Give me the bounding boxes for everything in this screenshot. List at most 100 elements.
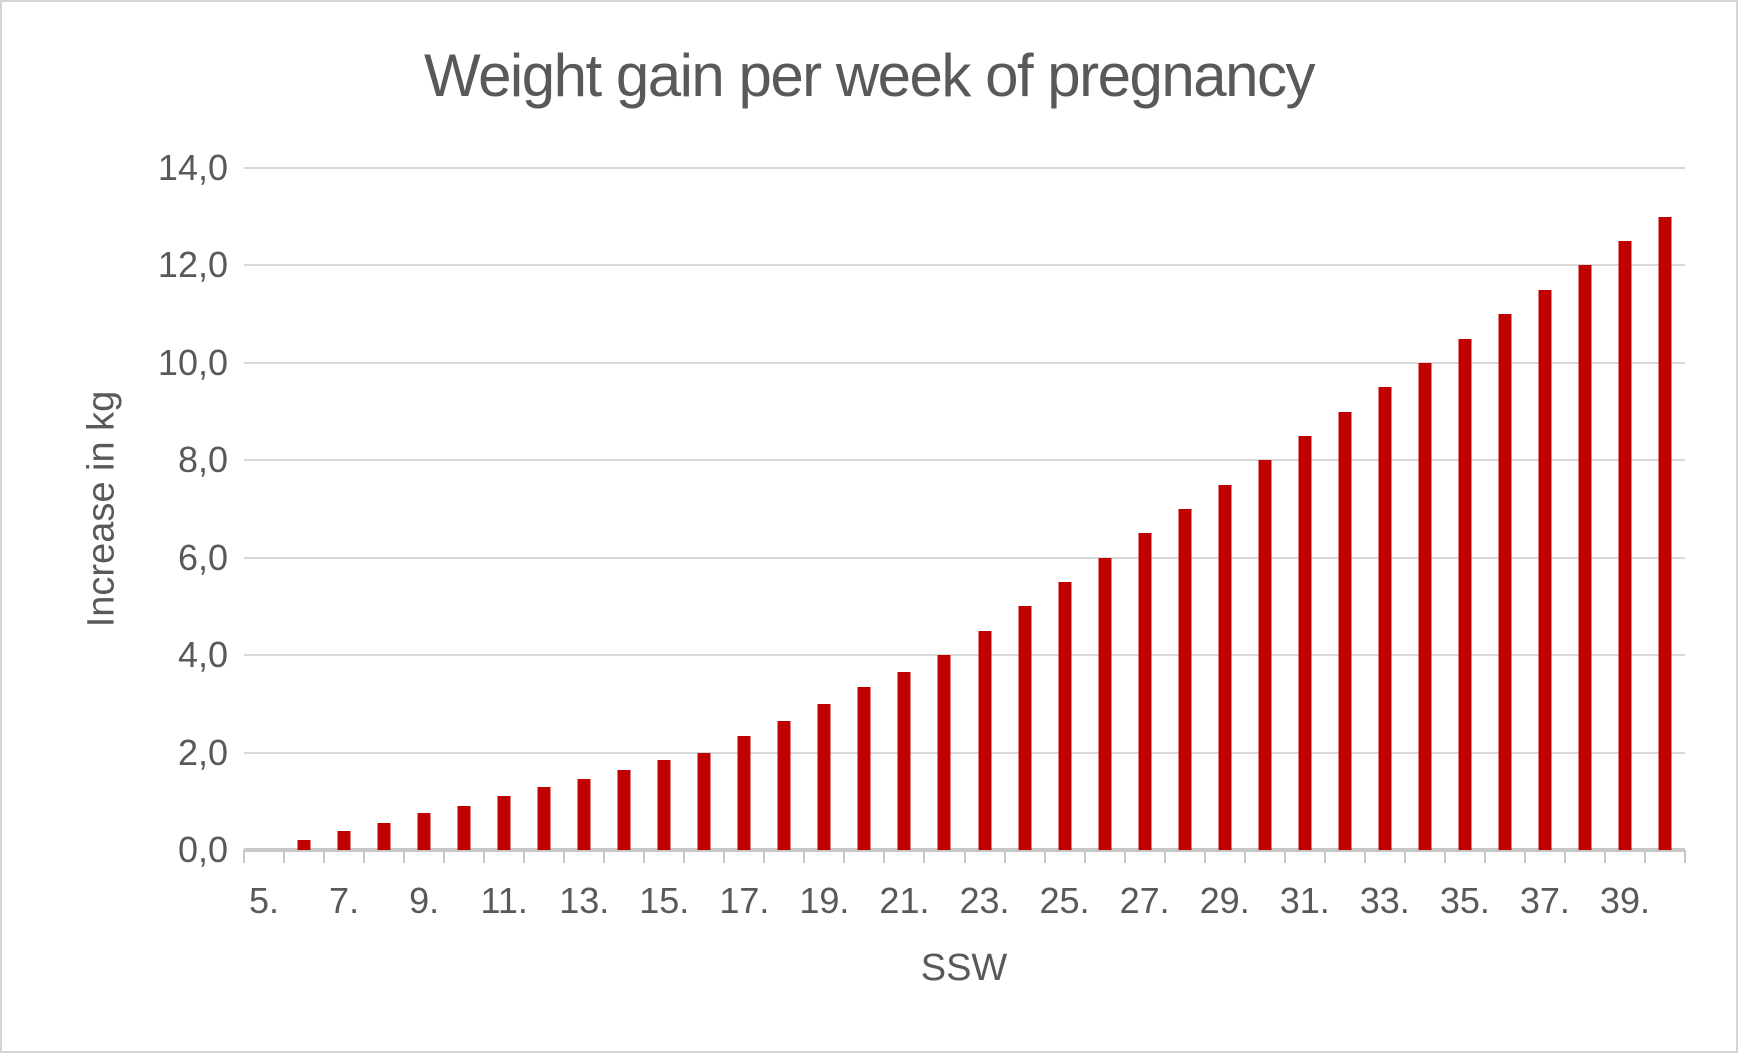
bar-week-8 [377,823,391,850]
x-tick-label: 27. [1119,880,1170,921]
x-axis-tick [1243,850,1246,863]
bar-week-36 [1498,314,1512,850]
bar-week-24 [1018,606,1032,850]
x-axis-tick [803,850,806,863]
x-axis-tick [843,850,846,863]
x-axis-tick [1563,850,1566,863]
x-tick-label: 15. [639,880,690,921]
bar-week-12 [537,786,551,850]
gridline [244,264,1685,267]
gridline [244,459,1685,462]
x-axis-tick [603,850,606,863]
x-axis-tick [1323,850,1326,863]
x-axis-tick [723,850,726,863]
x-tick-label: 5. [248,880,280,921]
y-tick-label: 2,0 [177,731,228,773]
x-axis-tick [1483,850,1486,863]
y-tick-label: 10,0 [157,341,228,383]
bar-week-27 [1138,533,1152,850]
bar-week-25 [1058,582,1072,850]
x-axis-tick [883,850,886,863]
x-tick-label: 11. [480,880,528,921]
x-axis-tick [483,850,486,863]
bar-week-40 [1658,216,1672,850]
bar-week-21 [897,672,911,850]
x-axis-tick [243,850,245,863]
x-axis-tick [1403,850,1406,863]
bar-week-39 [1618,241,1632,850]
x-axis-title: SSW [920,947,1008,989]
gridline [244,751,1685,754]
bar-week-13 [577,779,591,850]
x-axis-tick [643,850,646,863]
bar-week-38 [1578,265,1592,850]
y-tick-label: 12,0 [157,244,228,286]
x-axis-tick [763,850,766,863]
bar-week-29 [1218,484,1232,850]
x-axis-tick [443,850,446,863]
bar-week-9 [417,813,431,850]
x-axis-tick [1043,850,1046,863]
bar-week-26 [1098,557,1112,850]
chart-title: Weight gain per week of pregnancy [424,42,1315,109]
x-axis-tick [1363,850,1366,863]
bar-week-31 [1298,435,1312,850]
y-tick-label: 0,0 [177,829,228,870]
bar-week-37 [1538,289,1552,850]
x-tick-label: 31. [1279,880,1330,921]
x-tick-label: 19. [799,880,850,921]
x-axis-tick [403,850,406,863]
bar-week-33 [1378,387,1392,850]
x-axis-tick [1603,850,1606,863]
bar-week-7 [337,830,351,850]
x-tick-label: 7. [329,880,360,921]
x-tick-label: 37. [1519,880,1570,921]
gridline [244,361,1685,364]
x-axis-tick [1163,850,1166,863]
y-axis-title: Increase in kg [80,390,123,628]
x-tick-label: 39. [1599,880,1650,921]
x-axis-tick [1203,850,1206,863]
x-axis-tick [683,850,686,863]
x-axis-tick [1684,850,1686,863]
bar-week-10 [457,806,471,850]
bar-week-28 [1178,509,1192,850]
bar-week-23 [978,630,991,850]
x-tick-label: 17. [719,880,770,921]
x-tick-label: 21. [879,880,930,921]
x-axis-tick [1003,850,1006,863]
x-axis-tick [1643,850,1646,863]
x-axis-tick [1523,850,1526,863]
bar-week-15 [657,759,671,850]
bar-week-34 [1418,362,1432,850]
x-tick-label: 23. [959,880,1010,921]
bar-week-14 [617,769,631,850]
x-tick-label: 33. [1359,880,1410,921]
x-axis-tick [283,850,286,863]
bar-week-19 [817,703,831,850]
x-tick-label: 35. [1439,880,1490,921]
bar-week-11 [497,796,511,850]
x-axis-tick [963,850,966,863]
bar-week-6 [297,840,311,850]
x-axis-tick [363,850,366,863]
x-axis-tick [323,850,326,863]
x-tick-label: 9. [409,880,440,921]
y-tick-label: 6,0 [177,536,228,578]
bar-week-16 [697,752,711,850]
x-axis-tick [523,850,526,863]
gridline [244,556,1685,559]
gridline [244,167,1685,169]
bar-week-17 [737,735,751,850]
x-tick-label: 29. [1199,880,1250,921]
bar-week-30 [1258,460,1272,850]
x-tick-label: 25. [1039,880,1090,921]
x-axis-tick [923,850,926,863]
y-tick-label: 14,0 [157,147,228,188]
plot-area [243,167,1686,863]
x-axis-tick [1443,850,1446,863]
gridline [244,654,1685,657]
x-tick-label: 13. [559,880,610,921]
y-tick-label: 4,0 [177,634,228,676]
